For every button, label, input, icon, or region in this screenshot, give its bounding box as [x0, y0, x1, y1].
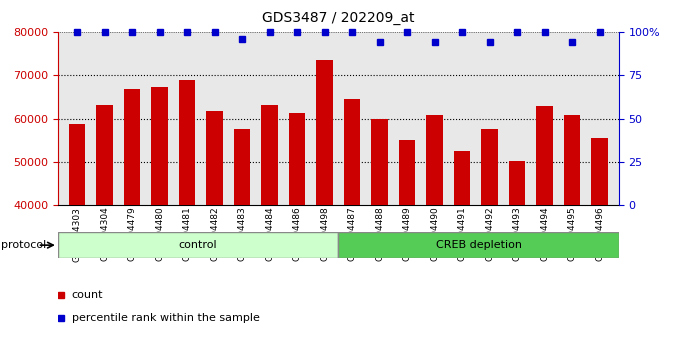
Text: protocol: protocol — [1, 240, 47, 250]
Bar — [481, 130, 498, 354]
Bar — [97, 105, 113, 354]
Text: GDS3487 / 202209_at: GDS3487 / 202209_at — [262, 11, 415, 25]
Bar — [371, 119, 388, 354]
Bar — [69, 124, 85, 354]
Bar — [261, 105, 278, 354]
Bar — [316, 60, 333, 354]
Bar — [344, 99, 360, 354]
Bar — [152, 87, 168, 354]
Bar — [339, 232, 619, 258]
Bar — [289, 113, 305, 354]
Bar — [234, 130, 250, 354]
Text: control: control — [179, 240, 218, 250]
Bar — [58, 232, 339, 258]
Bar — [179, 80, 195, 354]
Text: percentile rank within the sample: percentile rank within the sample — [72, 313, 260, 323]
Bar — [124, 89, 140, 354]
Text: CREB depletion: CREB depletion — [436, 240, 522, 250]
Bar — [206, 111, 223, 354]
Bar — [398, 140, 415, 354]
Bar — [592, 138, 608, 354]
Bar — [454, 151, 471, 354]
Text: count: count — [72, 290, 103, 300]
Bar — [426, 115, 443, 354]
Bar — [537, 107, 553, 354]
Bar — [509, 161, 526, 354]
Bar — [564, 115, 580, 354]
